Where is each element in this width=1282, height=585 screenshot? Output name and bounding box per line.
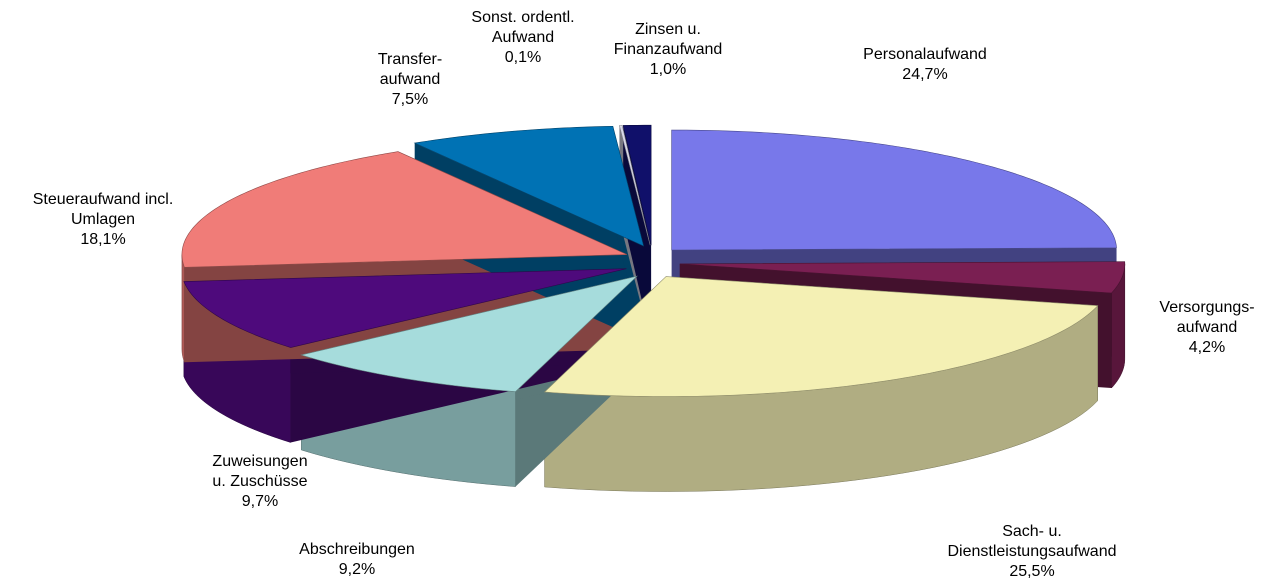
slice-label: Abschreibungen 9,2% <box>299 540 415 580</box>
value-label: 4,2% <box>1188 339 1226 356</box>
value-label: 7,5% <box>391 91 429 108</box>
pie-slice <box>671 129 1117 251</box>
slice-label: Transfer- aufwand 7,5% <box>378 50 442 110</box>
value-label: 9,2% <box>338 561 376 578</box>
category-name: Sonst. ordentl. Aufwand <box>471 9 575 46</box>
category-name: Zinsen u. Finanzaufwand <box>613 21 723 58</box>
pie-slice <box>679 261 1126 294</box>
slice-label: Zinsen u. Finanzaufwand 1,0% <box>614 20 723 80</box>
category-name: Versorgungs- aufwand <box>1159 299 1255 336</box>
value-label: 9,7% <box>241 493 279 510</box>
slice-tops <box>181 124 1126 397</box>
category-name: Abschreibungen <box>299 541 415 558</box>
value-label: 0,1% <box>504 49 542 66</box>
pie-slice <box>181 151 628 268</box>
slice-label: Personalaufwand 24,7% <box>863 45 987 85</box>
category-name: Personalaufwand <box>863 46 987 63</box>
value-label: 18,1% <box>80 231 126 248</box>
pie-slice <box>183 268 627 348</box>
pie-slice <box>300 275 639 392</box>
pie-slice <box>413 125 645 247</box>
category-name: Steueraufwand incl. Umlagen <box>32 191 174 228</box>
slice-label: Zuweisungen u. Zuschüsse 9,7% <box>212 452 307 512</box>
pie-slice <box>619 125 651 246</box>
slice-label: Sonst. ordentl. Aufwand 0,1% <box>471 8 574 68</box>
pie-slice <box>543 276 1099 397</box>
value-label: 24,7% <box>902 66 948 83</box>
value-label: 25,5% <box>1009 563 1055 580</box>
slice-outer-wall <box>181 254 185 363</box>
slice-label: Sach- u. Dienstleistungsaufwand 25,5% <box>948 522 1117 582</box>
pie-slice <box>622 124 652 246</box>
category-name: Zuweisungen u. Zuschüsse <box>212 453 308 490</box>
slice-label: Versorgungs- aufwand 4,2% <box>1159 298 1254 358</box>
category-name: Transfer- aufwand <box>377 51 443 88</box>
slice-label: Steueraufwand incl. Umlagen 18,1% <box>33 190 174 250</box>
value-label: 1,0% <box>649 61 687 78</box>
category-name: Sach- u. Dienstleistungsaufwand <box>947 523 1117 560</box>
